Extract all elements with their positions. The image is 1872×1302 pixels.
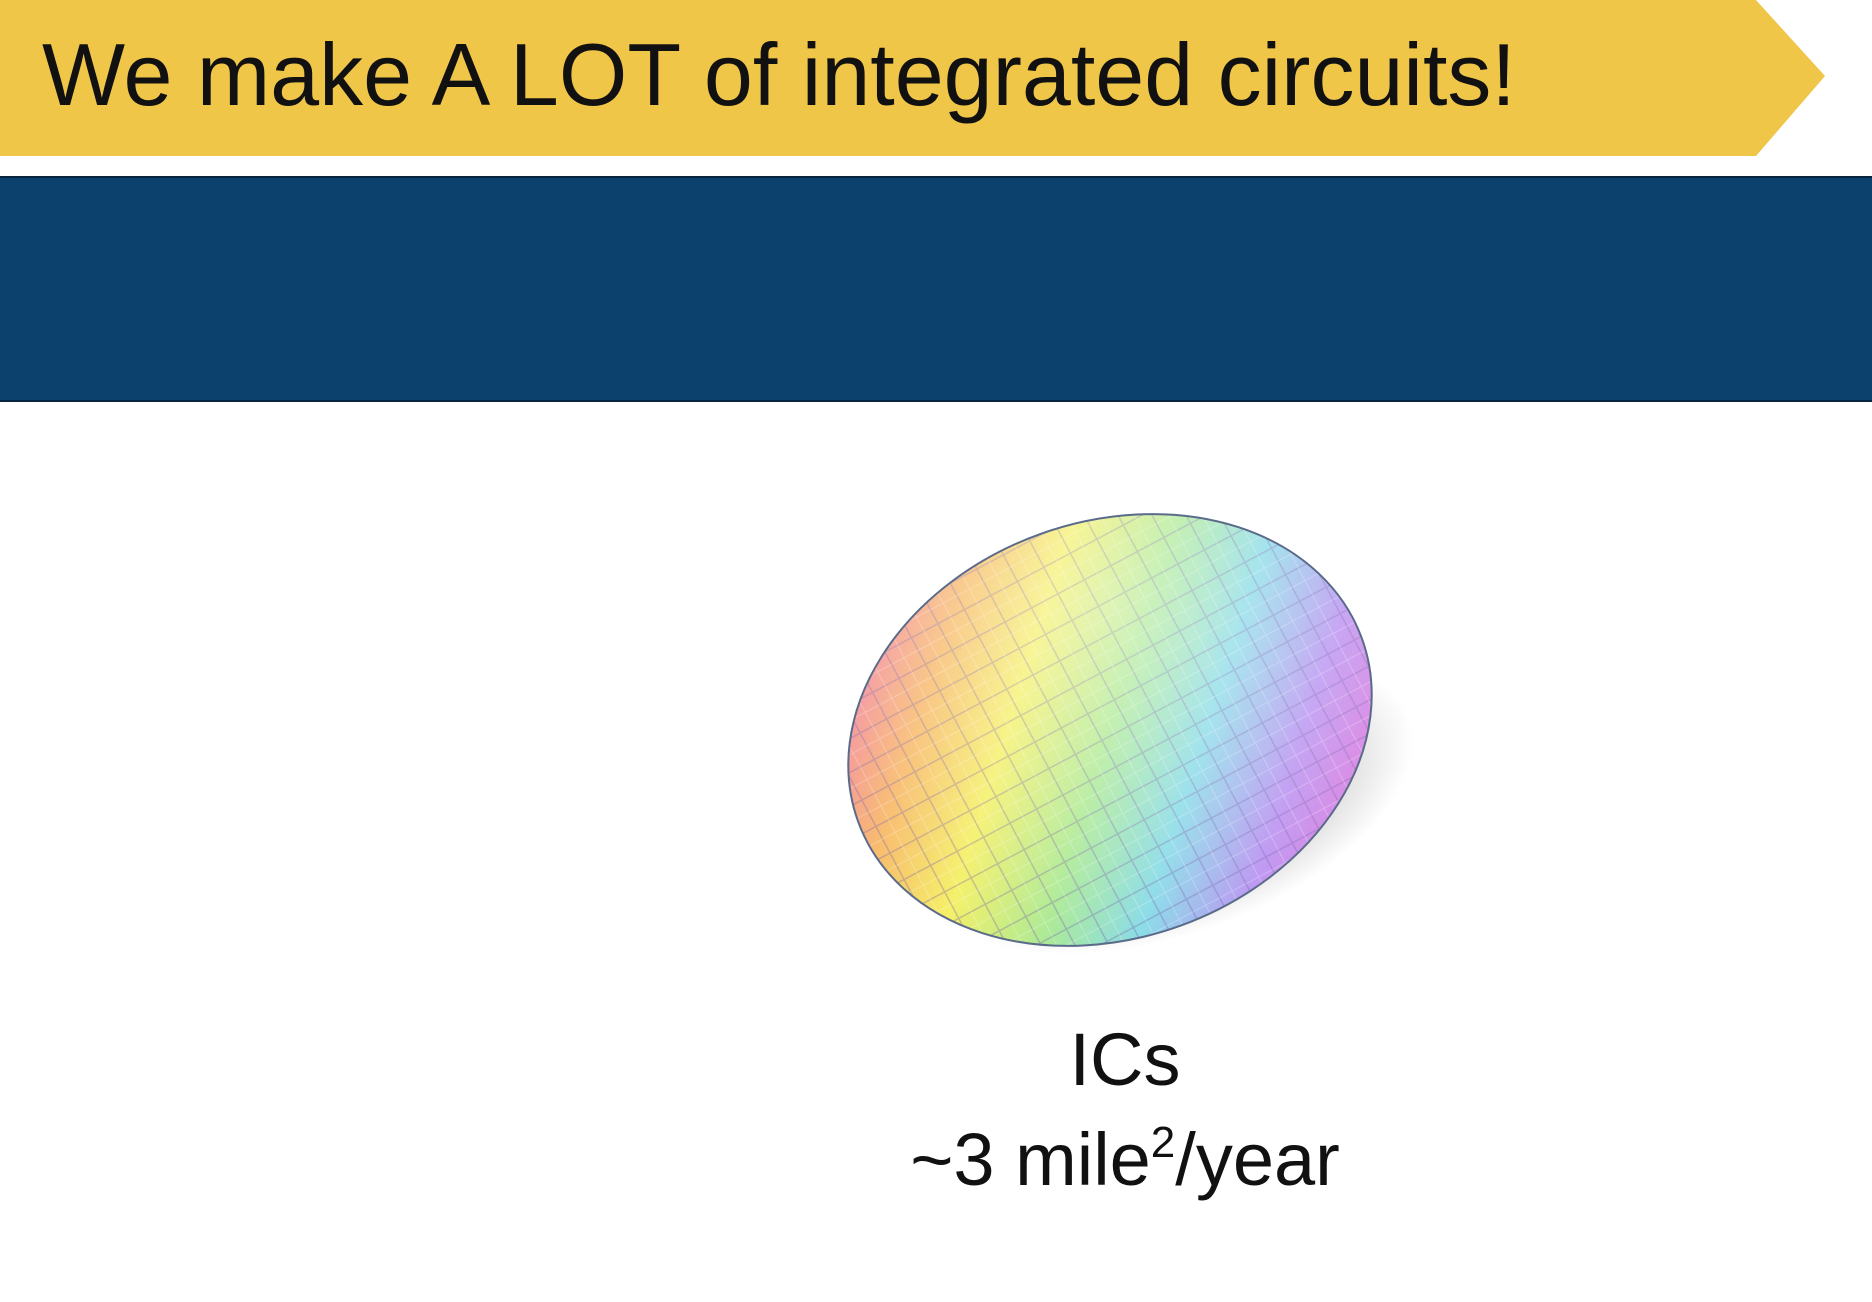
title-banner [0,0,1825,156]
caption-quantity-suffix: /year [1175,1118,1340,1201]
caption-quantity-superscript: 2 [1150,1118,1176,1167]
caption-title: ICs [1069,1018,1181,1101]
silicon-wafer-icon [840,505,1460,975]
caption-quantity: ~3 mile2/year [820,1110,1430,1210]
wafer-caption: ICs ~3 mile2/year [820,1010,1430,1210]
slide-title: We make A LOT of integrated circuits! [42,25,1516,124]
caption-quantity-prefix: ~3 mile [910,1118,1151,1201]
header-band [0,176,1872,402]
